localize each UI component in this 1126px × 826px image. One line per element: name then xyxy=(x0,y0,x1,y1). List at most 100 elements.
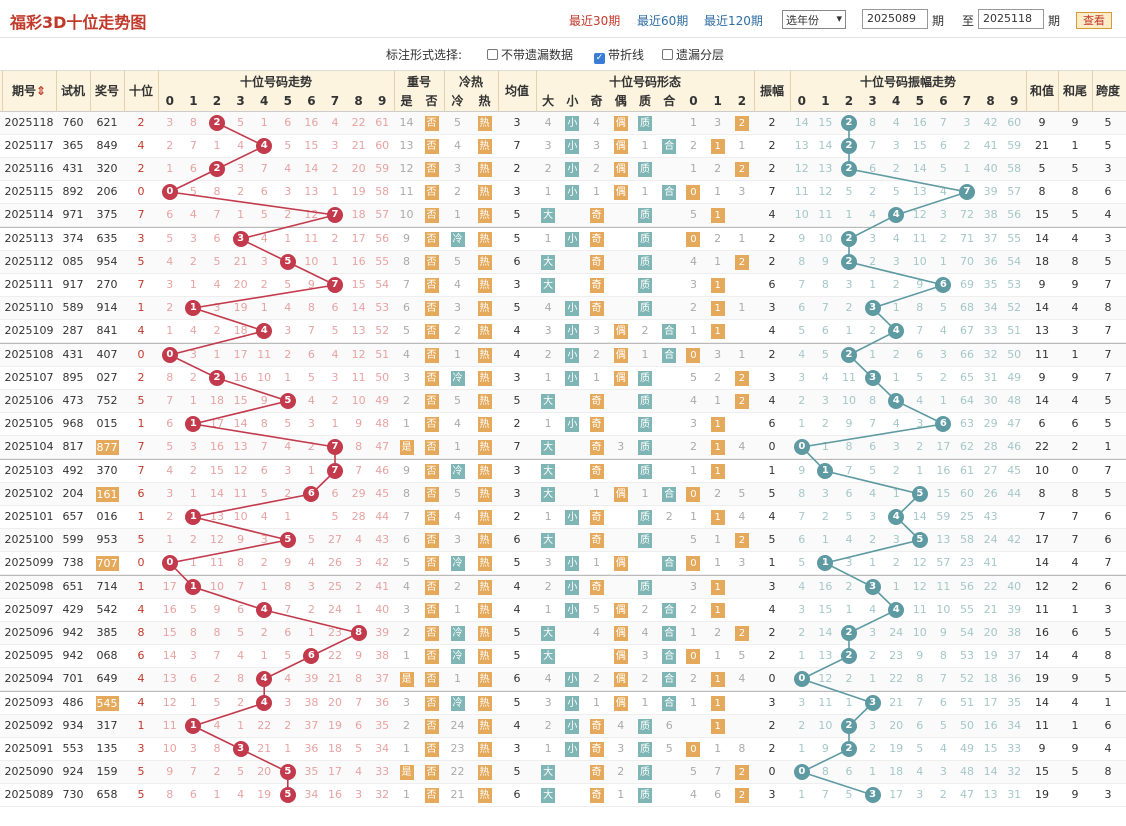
amp-miss: 42 xyxy=(983,116,998,129)
hot-cell: 热 xyxy=(471,367,498,390)
tens-digit-cell: 2 xyxy=(137,116,145,129)
mod3-badge: 0 xyxy=(686,184,701,200)
mod3-cell: 0 xyxy=(681,645,705,668)
miss-value: 5 xyxy=(213,255,221,268)
amp-miss: 6 xyxy=(939,696,947,709)
sort-icon[interactable]: ⇕ xyxy=(35,84,47,98)
tens-ball: 7 xyxy=(327,207,343,223)
repeat-yes-cell: 6 xyxy=(403,301,410,314)
subcol-coldhot: 热 xyxy=(478,94,491,108)
form-badge: 小 xyxy=(565,138,580,154)
form-cell: 偶 xyxy=(609,552,633,575)
miss-value: 1 xyxy=(189,556,197,569)
checkbox-icon[interactable] xyxy=(662,49,673,60)
mod3-miss: 2 xyxy=(714,232,722,245)
amplitude-cell: 1 xyxy=(768,464,776,477)
year-select[interactable]: 选年份 ▾ xyxy=(782,10,846,29)
amp-miss: 58 xyxy=(1007,162,1022,175)
option-polyline[interactable]: ✓ 带折线 xyxy=(594,46,644,64)
sum-cell: 14 xyxy=(1035,556,1049,569)
amp-miss: 37 xyxy=(983,232,998,245)
col-header-amp: 振幅 xyxy=(759,84,784,98)
draw-number-cell: 270 xyxy=(90,274,124,297)
form-badge: 奇 xyxy=(589,532,604,548)
draw-number-cell: 317 xyxy=(90,715,124,738)
amp-miss: 29 xyxy=(983,417,998,430)
subcol-form: 小 xyxy=(566,94,579,108)
miss-value: 48 xyxy=(375,417,390,430)
miss-value: 13 xyxy=(351,324,366,337)
checkbox-icon[interactable] xyxy=(487,49,498,60)
amp-miss: 18 xyxy=(983,672,998,685)
draw-number-cell: 621 xyxy=(90,112,124,135)
repeat-yes-cell: 8 xyxy=(403,255,410,268)
form-badge: 大 xyxy=(541,648,556,664)
tens-ball: 7 xyxy=(327,463,343,479)
miss-value: 6 xyxy=(307,348,315,361)
cold-badge: 冷 xyxy=(450,231,465,247)
repeat-no-cell: 否 xyxy=(419,738,444,761)
form-badge: 奇 xyxy=(589,439,604,455)
mod3-cell: 0 xyxy=(681,181,705,204)
form-badge: 质 xyxy=(637,393,652,409)
form-cell: 小 xyxy=(560,552,584,575)
amp-miss: 13 xyxy=(818,162,833,175)
miss-value: 1 xyxy=(284,232,292,245)
avg-cell: 5 xyxy=(513,208,521,221)
test-number-cell: 895 xyxy=(62,371,84,384)
checkbox-checked-icon[interactable]: ✓ xyxy=(594,53,605,64)
col-header-qihao[interactable]: 期号⇕ xyxy=(11,84,47,98)
period-60-link[interactable]: 最近60期 xyxy=(637,14,689,28)
page-title: 福彩3D十位走势图 xyxy=(10,13,147,32)
query-button[interactable]: 查看 xyxy=(1076,12,1112,29)
mod3-miss: 3 xyxy=(689,580,697,593)
amp-miss: 3 xyxy=(798,371,806,384)
hot-badge: 热 xyxy=(477,463,492,479)
miss-value: 45 xyxy=(375,487,390,500)
repeat-no-cell: 否 xyxy=(419,320,444,343)
mod3-miss: 5 xyxy=(738,487,746,500)
amp-miss: 16 xyxy=(983,719,998,732)
amp-miss: 3 xyxy=(869,626,877,639)
period-30-link[interactable]: 最近30期 xyxy=(569,14,621,28)
subcol-amptrend: 4 xyxy=(892,94,901,108)
amp-miss: 10 xyxy=(936,603,951,616)
options-bar: 标注形式选择: 不带遗漏数据 ✓ 带折线 遗漏分层 xyxy=(0,40,1126,68)
draw-number: 542 xyxy=(96,603,118,616)
amp-miss: 33 xyxy=(983,324,998,337)
tens-digit-cell: 1 xyxy=(137,719,145,732)
period-120-link[interactable]: 最近120期 xyxy=(704,14,763,28)
amp-miss: 32 xyxy=(983,348,998,361)
mod3-miss: 1 xyxy=(689,464,697,477)
mod3-miss: 1 xyxy=(689,324,697,337)
from-period-input[interactable]: 2025089 xyxy=(862,9,928,29)
subcol-trend: 1 xyxy=(189,94,198,108)
form-miss: 4 xyxy=(544,116,552,129)
cold-cell: 2 xyxy=(454,580,461,593)
sum-cell: 11 xyxy=(1035,348,1049,361)
repeat-no-cell: 否 xyxy=(419,460,444,483)
to-period-input[interactable]: 2025118 xyxy=(978,9,1044,29)
form-badge: 奇 xyxy=(589,463,604,479)
hot-badge: 热 xyxy=(477,718,492,734)
form-miss: 4 xyxy=(593,626,601,639)
option-layered[interactable]: 遗漏分层 xyxy=(662,46,724,63)
subcol-form: 质 xyxy=(638,94,651,108)
form-cell: 奇 xyxy=(584,436,608,459)
mod3-badge: 1 xyxy=(710,323,725,339)
amp-miss: 2 xyxy=(892,162,900,175)
miss-value: 4 xyxy=(260,232,268,245)
amp-miss: 2 xyxy=(798,626,806,639)
form-cell: 质 xyxy=(633,228,657,251)
period-cell: 2025099 xyxy=(4,556,54,569)
tens-ball: 7 xyxy=(327,277,343,293)
miss-value: 2 xyxy=(284,487,292,500)
amplitude-cell: 2 xyxy=(768,139,776,152)
amp-miss: 5 xyxy=(939,719,947,732)
miss-value: 46 xyxy=(375,464,390,477)
tail-cell: 0 xyxy=(1071,464,1079,477)
form-badge: 奇 xyxy=(589,254,604,270)
span-cell: 7 xyxy=(1104,556,1112,569)
form-badge: 大 xyxy=(541,532,556,548)
option-no-miss[interactable]: 不带遗漏数据 xyxy=(487,46,573,63)
